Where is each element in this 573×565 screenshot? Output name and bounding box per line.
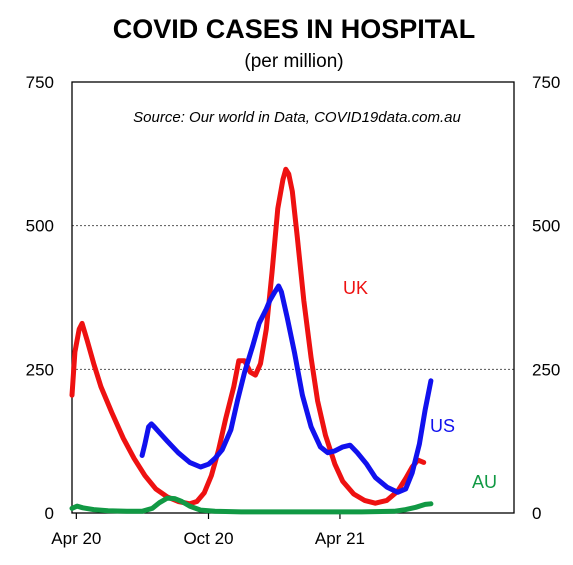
series-line-uk — [69, 166, 427, 507]
series-label-au: AU — [472, 472, 497, 492]
chart-title: COVID CASES IN HOSPITAL — [113, 14, 476, 44]
y-tick-right-250: 250 — [532, 360, 560, 379]
y-tick-right-750: 750 — [532, 73, 560, 92]
plot-frame — [71, 81, 515, 514]
source-annotation: Source: Our world in Data, COVID19data.c… — [133, 109, 461, 126]
series-line-au — [69, 495, 434, 515]
chart-subtitle: (per million) — [244, 51, 343, 72]
y-tick-left-500: 500 — [26, 217, 54, 236]
y-tick-right-0: 0 — [532, 504, 541, 523]
series-lines — [69, 166, 434, 515]
y-tick-left-0: 0 — [45, 504, 54, 523]
x-tick-label: Apr 21 — [315, 529, 365, 548]
series-label-uk: UK — [343, 278, 368, 298]
x-axis: Apr 20 Oct 20 Apr 21 — [51, 513, 365, 548]
y-axis-right: 0 250 500 750 — [532, 73, 560, 523]
series-line-us — [139, 283, 434, 495]
y-tick-left-250: 250 — [26, 360, 54, 379]
y-tick-right-500: 500 — [532, 217, 560, 236]
y-axis-left: 0 250 500 750 — [26, 73, 54, 523]
gridlines — [72, 225, 514, 370]
x-tick-label: Apr 20 — [51, 529, 101, 548]
x-tick-label: Oct 20 — [183, 529, 233, 548]
y-tick-left-750: 750 — [26, 73, 54, 92]
series-label-us: US — [430, 416, 455, 436]
